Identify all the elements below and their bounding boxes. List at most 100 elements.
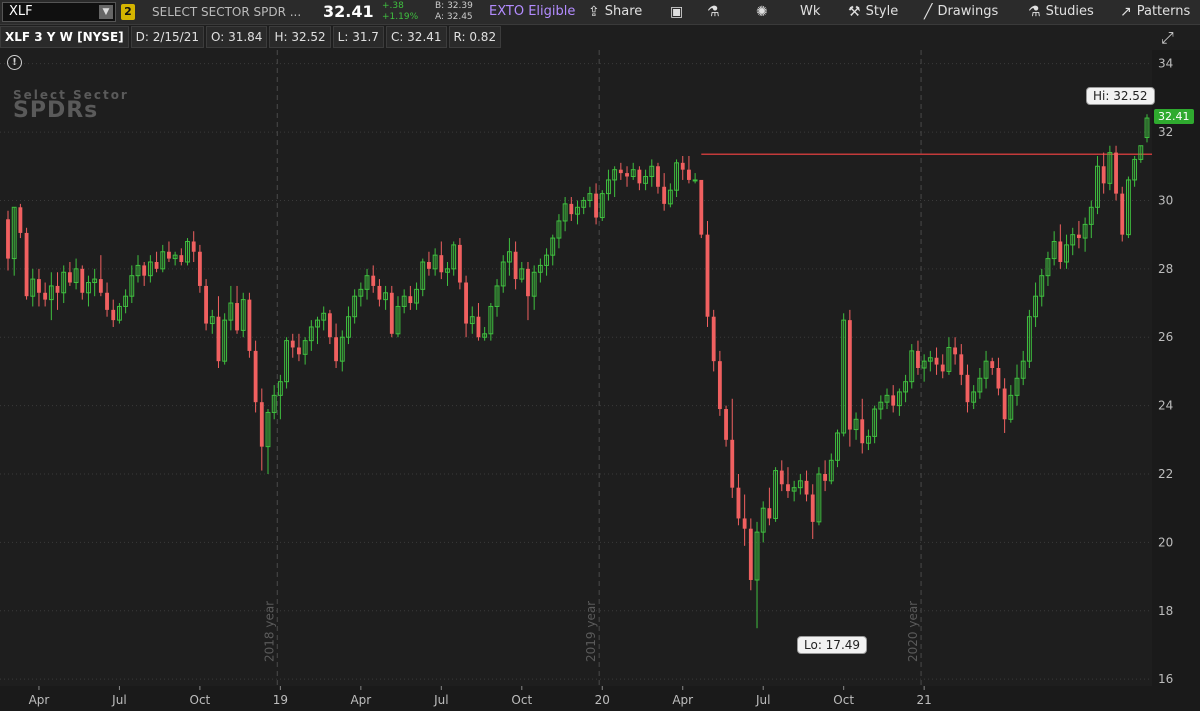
style-icon: ⚒ <box>848 4 861 20</box>
top-toolbar: XLF ▼ 2 SELECT SECTOR SPDR ... 32.41 +.3… <box>0 0 1200 25</box>
x-axis-panel <box>0 686 1200 711</box>
candle-body-up <box>773 470 779 519</box>
candle-body-up <box>185 240 190 263</box>
y-tick-label: 28 <box>1158 262 1173 276</box>
candle-body-down <box>779 470 784 485</box>
y-tick-label: 18 <box>1158 604 1173 618</box>
share-icon: ⇪ <box>588 4 600 20</box>
candle-body-down <box>18 207 23 233</box>
y-tick-label: 16 <box>1158 672 1173 686</box>
candle-body-down <box>748 528 753 580</box>
candle-body-down <box>959 354 964 375</box>
candle-body-up <box>48 285 54 301</box>
candle-body-up <box>284 340 289 383</box>
candle-body-down <box>98 279 103 293</box>
candle-body-up <box>841 319 847 434</box>
flask-button[interactable]: ⚗ <box>707 0 720 24</box>
candle-body-up <box>1014 377 1020 396</box>
net-change: +.38 +1.19% <box>382 1 418 23</box>
candle-body-down <box>662 186 667 204</box>
candle-body-down <box>1076 234 1081 239</box>
candle-body-up <box>30 278 36 297</box>
candle-body-up <box>352 295 358 318</box>
candle-body-up <box>575 206 580 215</box>
candle-body-up <box>519 268 525 280</box>
alert-icon[interactable]: ! <box>7 55 22 70</box>
candle-body-down <box>804 480 809 495</box>
drawings-button[interactable]: ╱ Drawings <box>924 0 998 24</box>
candle-body-down <box>736 487 741 519</box>
settings-button[interactable]: ✺ <box>756 0 768 24</box>
patterns-button[interactable]: ↗ Patterns <box>1120 0 1190 24</box>
candle-body-up <box>1126 179 1131 236</box>
candle-body-up <box>228 302 234 321</box>
candle-body-down <box>55 285 60 293</box>
candle-body-up <box>896 391 902 407</box>
style-button[interactable]: ⚒ Style <box>848 0 898 24</box>
x-tick-label: Apr <box>29 693 50 707</box>
logo-line1: Select Sector <box>13 88 129 102</box>
studies-button[interactable]: ⚗ Studies <box>1028 0 1094 24</box>
candle-body-up <box>760 507 766 533</box>
candle-body-down <box>990 361 995 368</box>
range-label: R: 0.82 <box>448 26 502 48</box>
candle-body-down <box>142 265 147 276</box>
symbol-dropdown-icon[interactable]: ▼ <box>99 5 113 19</box>
candle-body-down <box>569 203 574 215</box>
candle-body-up <box>903 381 909 393</box>
candle-body-down <box>67 272 72 283</box>
candle-body-down <box>259 402 264 447</box>
candle-body-up <box>494 285 500 307</box>
candle-body-down <box>1120 193 1125 235</box>
last-price: 32.41 <box>323 2 374 21</box>
share-button[interactable]: ⇪ Share <box>588 0 642 24</box>
candle-body-down <box>940 364 945 372</box>
candle-body-down <box>786 484 790 492</box>
candle-body-up <box>674 162 679 191</box>
snapshot-button[interactable]: ▣ <box>670 0 683 24</box>
candle-body-up <box>754 531 760 581</box>
x-tick-label: Jul <box>755 693 770 707</box>
aggregation-label: Wk <box>800 4 821 19</box>
candle-body-up <box>488 305 494 335</box>
candle-body-up <box>649 165 655 178</box>
candle-body-up <box>11 206 17 260</box>
candle-body-down <box>476 316 481 338</box>
aggregation-button[interactable]: Wk <box>800 0 820 24</box>
candle-body-down <box>916 350 920 368</box>
candle-body-down <box>204 285 209 324</box>
camera-icon: ▣ <box>670 4 684 20</box>
studies-icon: ⚗ <box>1028 4 1041 20</box>
candle-body-up <box>117 305 122 321</box>
low-annotation: Lo: 17.49 <box>797 636 868 654</box>
x-tick-label: Jul <box>433 693 448 707</box>
candle-body-down <box>526 268 530 297</box>
y-tick-label: 32 <box>1158 125 1173 139</box>
x-tick-label: Oct <box>511 693 532 707</box>
candle-body-up <box>445 268 450 273</box>
candle-body-down <box>687 169 691 180</box>
candle-body-up <box>86 282 91 294</box>
y-tick-label: 30 <box>1158 193 1173 207</box>
candle-body-up <box>308 326 314 342</box>
y-tick-label: 26 <box>1158 330 1173 344</box>
x-tick-label: 19 <box>273 693 288 707</box>
symbol-value: XLF <box>9 4 33 19</box>
candle-body-up <box>414 288 419 304</box>
y-tick-label: 22 <box>1158 467 1173 481</box>
candle-body-up <box>1039 275 1045 297</box>
expand-icon[interactable]: ⤢ <box>1161 28 1174 47</box>
link-group-badge[interactable]: 2 <box>121 4 135 20</box>
logo-line2: SPDRs <box>13 98 99 123</box>
candle-body-down <box>235 303 239 331</box>
symbol-input[interactable]: XLF ▼ <box>2 2 116 22</box>
exto-eligible-link[interactable]: EXTO Eligible <box>489 4 576 19</box>
candle-body-down <box>724 409 728 440</box>
x-tick-label: 21 <box>917 693 932 707</box>
candle-body-down <box>699 179 704 235</box>
y-tick-label: 20 <box>1158 535 1173 549</box>
candle-body-down <box>290 340 295 348</box>
candle-body-up <box>1088 206 1094 225</box>
candle-body-up <box>971 391 977 403</box>
